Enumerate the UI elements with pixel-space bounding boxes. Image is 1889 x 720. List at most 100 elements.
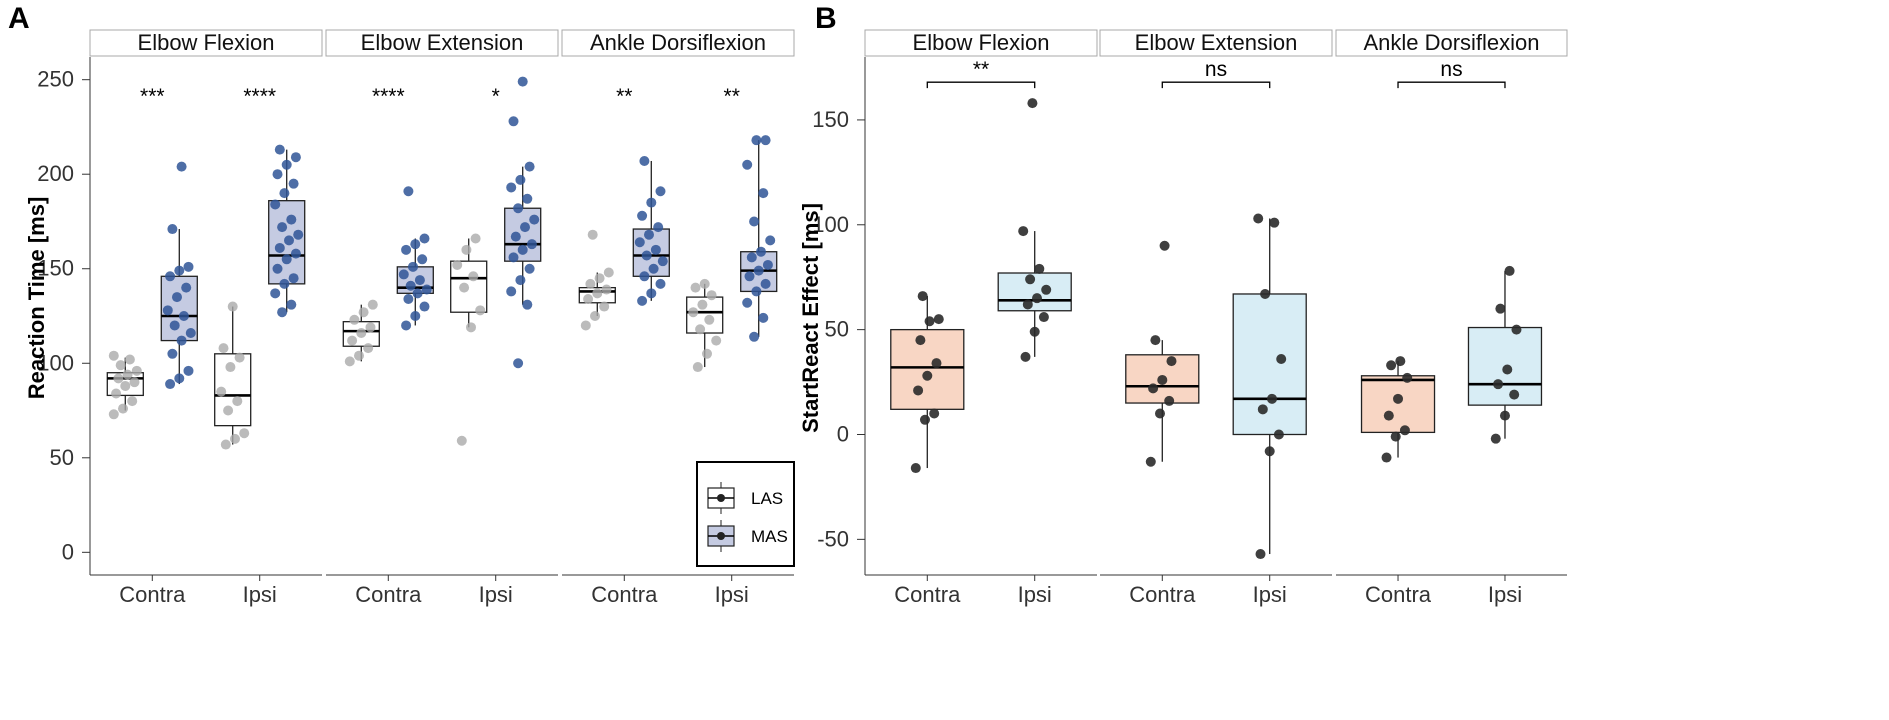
data-point (1038, 312, 1049, 323)
data-point (456, 435, 467, 446)
data-point (506, 286, 517, 297)
data-point (760, 135, 771, 146)
data-point (286, 214, 297, 225)
data-point (592, 288, 603, 299)
data-point (401, 320, 412, 331)
data-point (637, 295, 648, 306)
data-point (1264, 446, 1275, 457)
data-point (515, 275, 526, 286)
data-point (398, 269, 409, 280)
data-point (284, 235, 295, 246)
data-point (522, 299, 533, 310)
data-point (1504, 265, 1515, 276)
data-point (1027, 98, 1038, 109)
data-point (1399, 425, 1410, 436)
x-tick-label: Ipsi (1253, 582, 1287, 607)
data-point (358, 307, 369, 318)
data-point (749, 331, 760, 342)
y-tick-label: 100 (812, 212, 849, 237)
data-point (232, 396, 243, 407)
data-point (699, 278, 710, 289)
facet-title: Elbow Extension (1135, 30, 1298, 55)
data-point (1495, 303, 1506, 314)
data-point (1273, 429, 1284, 440)
panel-letter-A: A (8, 2, 30, 35)
data-point (117, 403, 128, 414)
data-point (508, 116, 519, 127)
data-point (692, 362, 703, 373)
data-point (1383, 410, 1394, 421)
data-point (589, 311, 600, 321)
data-point (277, 222, 288, 233)
data-point (230, 433, 241, 444)
data-point (655, 278, 666, 289)
data-point (120, 380, 131, 391)
y-tick-label: 150 (812, 107, 849, 132)
data-point (270, 199, 281, 210)
data-point (746, 252, 757, 263)
data-point (347, 335, 358, 346)
facet-strip (864, 29, 1098, 57)
significance-label: ** (616, 85, 632, 108)
data-point (522, 193, 533, 204)
data-point (1041, 284, 1052, 295)
data-point (756, 246, 767, 257)
data-point (580, 320, 591, 331)
data-point (919, 414, 930, 425)
data-point (108, 350, 119, 361)
data-point (702, 348, 713, 359)
data-point (1395, 356, 1406, 367)
significance-label: **** (243, 85, 276, 108)
significance-bracket (926, 81, 1036, 89)
data-point (223, 405, 234, 416)
data-point (417, 254, 428, 265)
legend-key-point (717, 494, 725, 502)
data-point (274, 242, 285, 253)
data-point (279, 188, 290, 199)
data-point (931, 358, 942, 369)
y-tick-label: -50 (817, 526, 849, 551)
data-point (513, 203, 524, 214)
data-point (706, 290, 717, 301)
data-point (286, 299, 297, 310)
data-point (178, 311, 189, 321)
data-point (1020, 351, 1031, 362)
facet-strip (325, 29, 559, 57)
data-point (517, 76, 528, 87)
data-point (646, 197, 657, 208)
data-point (165, 271, 176, 282)
data-point (407, 261, 418, 272)
data-point (929, 408, 940, 419)
data-point (176, 161, 187, 172)
data-point (915, 335, 926, 346)
data-point (419, 301, 430, 312)
data-point (349, 314, 360, 325)
data-point (185, 328, 196, 339)
data-point (922, 370, 933, 381)
data-point (515, 174, 526, 185)
data-point (924, 316, 935, 327)
facet-title: Elbow Flexion (913, 30, 1050, 55)
x-tick-label: Ipsi (479, 582, 513, 607)
data-point (524, 263, 535, 274)
data-point (1025, 274, 1036, 285)
data-point (1253, 213, 1264, 224)
data-point (218, 343, 229, 354)
legend-box (696, 461, 795, 567)
data-point (288, 178, 299, 189)
x-tick-label: Contra (119, 582, 186, 607)
data-point (183, 365, 194, 376)
y-tick-label: 100 (37, 350, 74, 375)
data-point (583, 293, 594, 304)
data-point (412, 288, 423, 299)
y-tick-label: 0 (837, 421, 849, 446)
data-point (183, 261, 194, 272)
data-point (274, 144, 285, 155)
panel-letter-B: B (815, 2, 837, 35)
data-point (421, 284, 432, 295)
y-tick-label: 50 (825, 317, 849, 342)
x-tick-label: Ipsi (1018, 582, 1052, 607)
data-point (111, 388, 122, 399)
data-point (122, 369, 133, 380)
